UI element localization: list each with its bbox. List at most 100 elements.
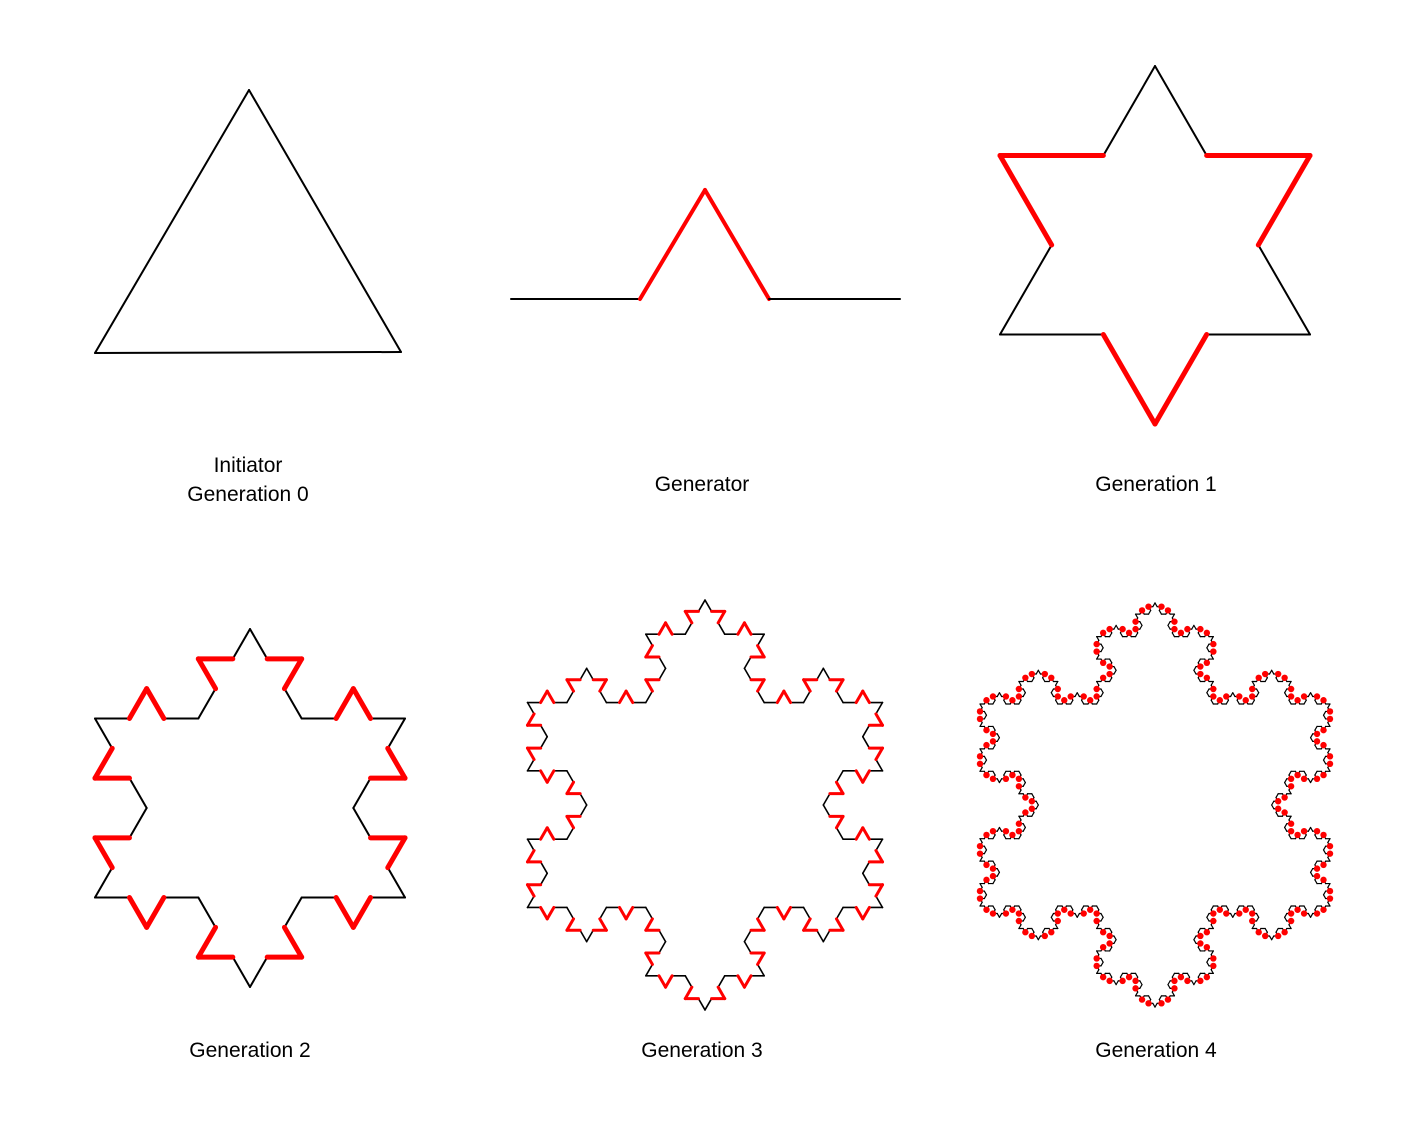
gen4-segment — [1050, 916, 1055, 922]
gen4-highlight-dot — [1313, 738, 1321, 745]
gen3-new-segment — [756, 951, 766, 966]
gen4-highlight-dot — [1145, 603, 1152, 610]
gen3-segment — [875, 838, 884, 852]
gen4-highlight-dot — [1326, 760, 1334, 768]
gen3-segment — [585, 667, 595, 681]
gen4-segment — [1096, 654, 1100, 660]
gen4-segment — [1113, 669, 1117, 675]
gen3-new-segment — [861, 769, 871, 784]
gen3-new-segment — [624, 905, 635, 921]
gen2-segment — [249, 628, 269, 660]
gen4-highlight-dot — [983, 771, 990, 779]
gen1-segment — [1102, 65, 1156, 157]
gen4-highlight-dot — [1197, 625, 1204, 633]
gen4-highlight-dot — [1313, 872, 1321, 880]
gen3-new-segment — [664, 621, 674, 636]
gen3-new-segment — [598, 917, 608, 932]
gen4-segment — [1115, 624, 1119, 630]
gen4-highlight-dot — [1022, 794, 1029, 801]
gen4-highlight-dot — [1106, 940, 1113, 947]
gen4-segment — [1284, 688, 1288, 694]
gen3-new-segment — [657, 974, 668, 989]
gen4-highlight-dot — [1287, 783, 1295, 790]
gen4-segment — [1210, 680, 1214, 686]
gen4-highlight-dot — [1326, 753, 1334, 760]
gen4-segment — [1031, 793, 1035, 799]
gen4-segment — [1031, 811, 1035, 817]
gen4-segment — [1100, 912, 1104, 918]
gen4-segment — [1322, 710, 1327, 716]
gen4-segment — [992, 905, 996, 911]
gen4-segment — [1225, 699, 1230, 705]
gen3-segment — [566, 690, 575, 704]
gen3-new-segment — [861, 689, 871, 705]
gen4-highlight-dot — [1093, 648, 1100, 655]
gen3-segment — [684, 974, 693, 988]
gen4-segment — [1303, 699, 1307, 705]
gen4-segment — [992, 879, 996, 885]
gen4-segment — [1206, 912, 1210, 918]
gen4-highlight-dot — [1320, 741, 1327, 749]
gen4-segment — [1230, 692, 1234, 698]
gen4-segment — [1197, 677, 1201, 683]
gen3-segment — [645, 906, 654, 920]
gen4-segment — [1037, 669, 1042, 675]
gen4-segment — [1158, 609, 1163, 615]
gen4-highlight-dot — [1210, 693, 1217, 700]
gen4-highlight-dot — [1287, 820, 1295, 827]
gen4-highlight-dot — [1009, 831, 1016, 839]
caption-initiator-line-2: Generation 0 — [187, 483, 309, 506]
gen2-new-segment — [281, 924, 305, 960]
gen2-new-segment — [281, 656, 305, 692]
gen4-highlight-dot — [1099, 659, 1107, 667]
gen4-segment — [998, 692, 1003, 698]
gen4-segment — [1022, 823, 1026, 829]
gen4-highlight-dot — [1294, 831, 1301, 839]
gen4-segment — [1327, 703, 1331, 709]
gen4-segment — [1225, 905, 1230, 911]
gen4-highlight-dot — [1320, 861, 1327, 869]
gen4-highlight-dot — [1210, 962, 1217, 970]
gen4-highlight-dot — [1249, 693, 1256, 700]
gen4-highlight-dot — [1326, 850, 1334, 857]
gen4-highlight-dot — [1099, 943, 1107, 951]
gen1-new-segment — [1255, 153, 1313, 248]
gen4-highlight-dot — [1158, 1000, 1165, 1007]
gen4-segment — [1003, 699, 1007, 705]
gen4-segment — [1109, 658, 1113, 664]
gen4-segment — [1055, 924, 1059, 930]
gen4-highlight-dot — [1009, 771, 1016, 779]
gen3-segment — [579, 804, 588, 818]
gen4-segment — [1288, 924, 1292, 930]
gen4-segment — [979, 703, 983, 709]
gen4-segment — [1018, 815, 1022, 821]
gen4-segment — [1271, 800, 1275, 806]
gen4-highlight-dot — [1210, 648, 1217, 655]
gen4-segment — [1232, 912, 1236, 918]
gen4-highlight-dot — [1294, 906, 1301, 913]
gen4-segment — [1206, 643, 1210, 649]
gen2-new-segment — [144, 686, 167, 722]
gen4-segment — [1197, 927, 1201, 933]
gen4-highlight-dot — [976, 887, 984, 895]
gen4-segment — [1022, 916, 1026, 922]
caption-generation-4-line-1: Generation 4 — [1095, 1039, 1217, 1062]
gen4-segment — [1206, 957, 1210, 963]
gen3-segment — [756, 690, 765, 704]
gen3-segment — [579, 667, 588, 681]
gen4-segment — [1113, 665, 1117, 671]
gen4-segment — [1055, 699, 1059, 705]
gen3-segment — [526, 758, 535, 772]
gen4-segment — [983, 845, 988, 851]
gen4-highlight-dot — [989, 730, 997, 738]
gen2-new-segment — [350, 686, 374, 722]
gen4-highlight-dot — [1022, 929, 1029, 936]
gen3-new-segment — [874, 712, 884, 727]
gen3-segment — [822, 792, 831, 806]
gen4-segment — [1096, 699, 1100, 705]
gen2-segment — [283, 896, 303, 929]
gen4-segment — [1186, 632, 1191, 638]
gen3-new-segment — [657, 621, 668, 636]
gen4-highlight-dot — [983, 906, 990, 913]
gen4-segment — [1327, 722, 1331, 728]
